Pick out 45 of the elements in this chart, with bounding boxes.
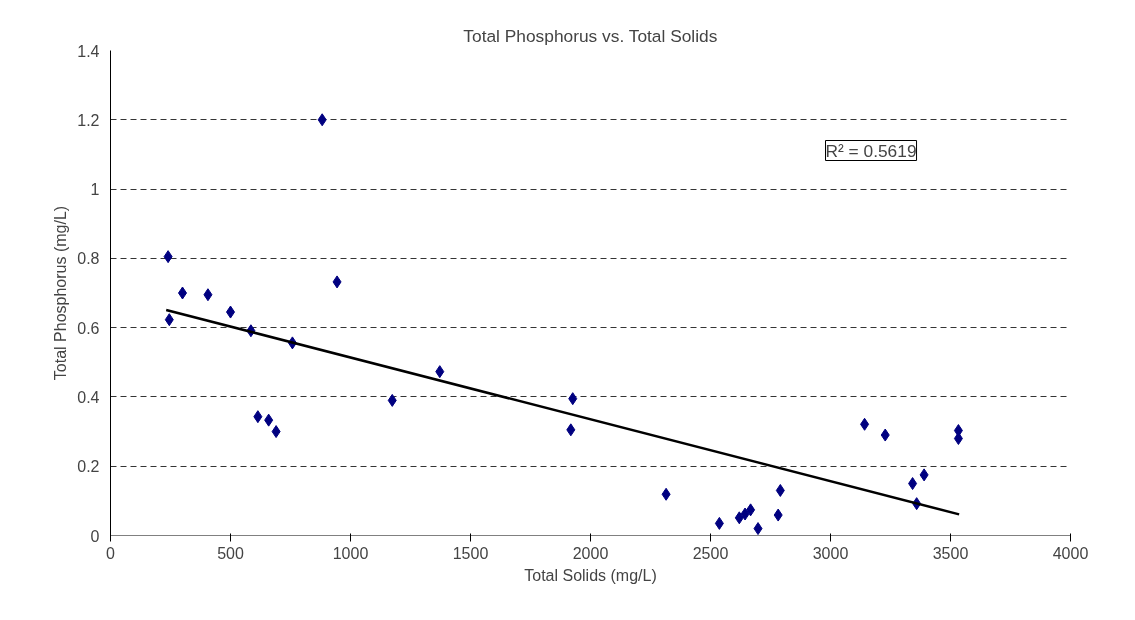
x-tick-label: 1000: [332, 544, 369, 562]
y-tick-label: 1.2: [77, 111, 100, 129]
point: [264, 413, 274, 427]
point: [880, 428, 890, 442]
point: [661, 487, 671, 501]
chart-title: Total Phosphorus vs. Total Solids: [463, 25, 718, 46]
y-tick-label: 0: [90, 527, 100, 545]
point: [164, 313, 174, 327]
x-tick-label: 1500: [452, 544, 489, 562]
x-axis-title: Total Solids (mg/L): [524, 566, 657, 584]
point: [714, 516, 724, 530]
point: [387, 393, 397, 407]
point: [860, 417, 870, 431]
y-tick-label: 0.4: [77, 388, 100, 406]
x-tick-label: 4000: [1052, 544, 1089, 562]
point: [271, 425, 281, 439]
y-axis-title: Total Phosphorus (mg/L): [52, 205, 70, 381]
point: [568, 392, 578, 406]
annotation: R² = 0.5619: [825, 140, 917, 161]
point: [775, 483, 785, 497]
point: [203, 288, 213, 302]
point: [919, 468, 929, 482]
x-tick-label: 2000: [572, 544, 609, 562]
point: [253, 410, 263, 424]
point: [317, 113, 327, 127]
x-tick-label: 3000: [812, 544, 849, 562]
point: [163, 250, 173, 264]
point: [753, 522, 763, 536]
y-tick-label: 1: [90, 181, 100, 199]
x-tick-label: 2500: [692, 544, 729, 562]
point: [332, 275, 342, 289]
point: [908, 477, 918, 491]
point: [566, 423, 576, 437]
x-tick-label: 0: [106, 544, 116, 562]
x-tick-label: 3500: [932, 544, 969, 562]
y-tick-label: 0.8: [77, 250, 100, 268]
point: [746, 503, 756, 517]
y-tick-label: 0.6: [77, 319, 100, 337]
point: [740, 507, 750, 521]
point: [773, 508, 783, 522]
x-tick-label: 500: [217, 544, 244, 562]
y-tick-label: 1.4: [77, 42, 100, 60]
y-tick-label: 0.2: [77, 458, 100, 476]
point: [435, 365, 445, 379]
point: [734, 511, 744, 525]
